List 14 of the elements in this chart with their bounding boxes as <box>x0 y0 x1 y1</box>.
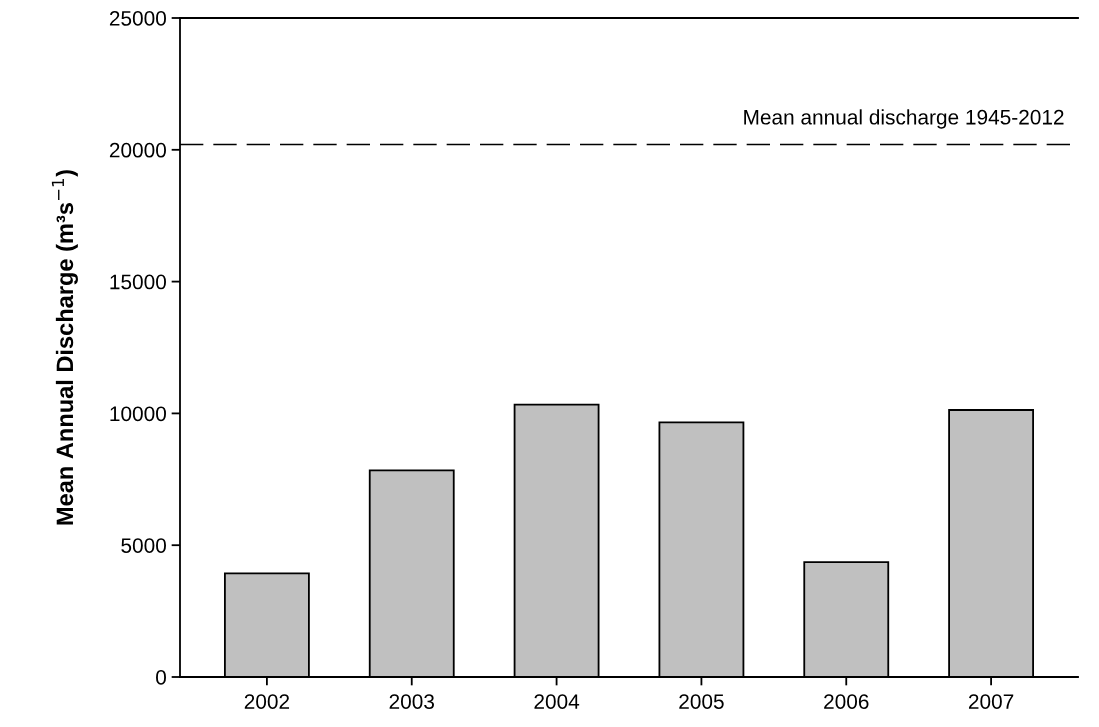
x-tick-label: 2003 <box>389 694 434 709</box>
y-tick-label: 15000 <box>110 274 166 290</box>
x-tick-label: 2007 <box>968 694 1014 709</box>
y-tick-label: 5000 <box>121 538 166 553</box>
y-tick-label: 10000 <box>110 406 166 422</box>
y-axis-title: Mean Annual Discharge (m³s$^{−1}$) <box>51 170 78 525</box>
y-tick-label: 0 <box>156 670 166 685</box>
ref-line-label: Mean annual discharge 1945-2012 <box>744 109 1064 129</box>
x-tick-label: 2006 <box>824 694 869 709</box>
x-tick-label: 2005 <box>679 694 724 709</box>
x-tick-label: 2004 <box>534 694 580 709</box>
x-tick-label: 2002 <box>244 694 290 709</box>
y-tick-label: 20000 <box>109 142 166 158</box>
y-tick-label: 25000 <box>109 11 166 26</box>
